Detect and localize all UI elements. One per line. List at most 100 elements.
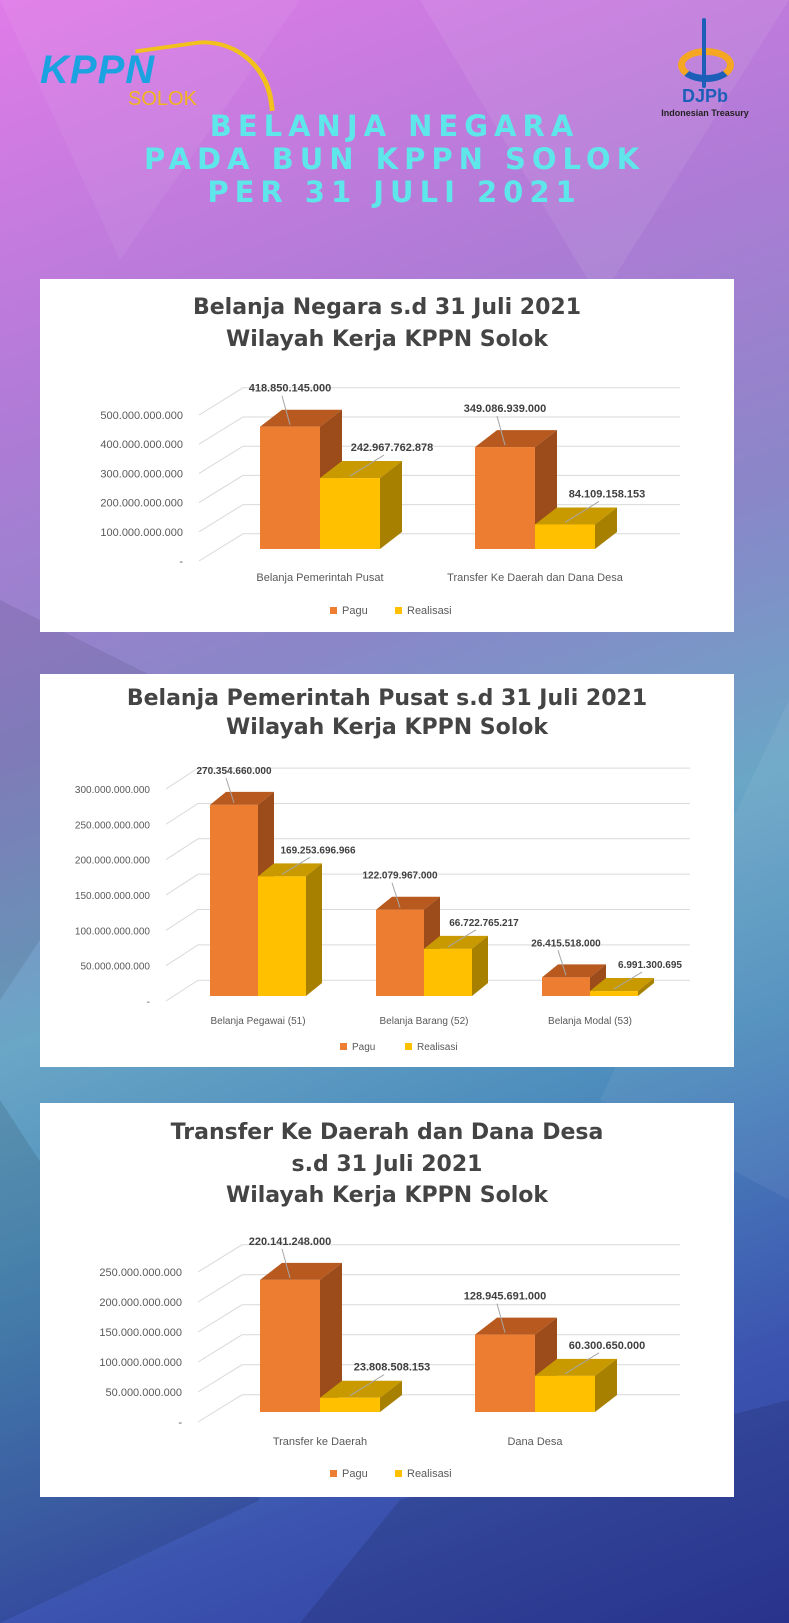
legend-swatch-realisasi <box>405 1043 412 1050</box>
y-tick-label: 100.000.000.000 <box>100 527 183 539</box>
bar-top-pagu <box>542 964 606 978</box>
leader-line <box>281 856 311 875</box>
legend-label-pagu: Pagu <box>352 1042 375 1053</box>
bar-realisasi <box>590 991 638 996</box>
gridline <box>165 944 690 967</box>
djpb-logo-text: DJPb <box>681 86 728 106</box>
chart-belanja-pusat: - 50.000.000.000 100.000.000.000 150.000.00… <box>75 766 690 1053</box>
y-tick-label: 200.000.000.000 <box>75 856 151 867</box>
bar-side-realisasi <box>472 935 488 996</box>
y-tick-label: 50.000.000.000 <box>80 962 150 973</box>
bar-top-pagu <box>376 896 440 910</box>
bar-side-realisasi <box>380 1380 402 1412</box>
leader-line <box>281 1248 291 1279</box>
leader-line <box>225 777 235 804</box>
data-label: 242.967.762.878 <box>351 442 434 454</box>
y-tick-label: 100.000.000.000 <box>99 1357 182 1369</box>
kppn-logo-text: KPPN <box>40 48 156 92</box>
gridline <box>165 909 690 931</box>
bar-pagu <box>542 977 590 996</box>
y-tick-label: 150.000.000.000 <box>99 1327 182 1339</box>
bar-top-pagu <box>475 430 557 448</box>
bar-pagu <box>260 1279 320 1412</box>
category-label: Belanja Pemerintah Pusat <box>256 572 383 584</box>
chart-transfer-daerah: - 50.000.000.000 100.000.000.000 150.000.00… <box>99 1236 680 1480</box>
bar-realisasi <box>535 1375 595 1412</box>
chart-title: Belanja Negara s.d 31 Juli 2021 <box>192 295 582 320</box>
data-label: 169.253.696.966 <box>280 845 356 856</box>
data-label: 60.300.650.000 <box>569 1340 645 1352</box>
bar-realisasi <box>320 1397 380 1412</box>
leader-line <box>281 395 291 425</box>
y-tick-label: 200.000.000.000 <box>99 1297 182 1309</box>
y-tick-label: - <box>147 997 150 1008</box>
leader-line <box>564 501 600 523</box>
title-line: PER 31 JULI 2021 <box>207 175 582 209</box>
bar-side-realisasi <box>380 461 402 549</box>
data-label: 84.109.158.153 <box>569 488 645 500</box>
category-label: Belanja Modal (53) <box>548 1016 632 1027</box>
category-label: Belanja Barang (52) <box>380 1016 469 1027</box>
title-line: BELANJA NEGARA <box>209 109 580 143</box>
legend-swatch-pagu <box>330 607 337 614</box>
bar-pagu <box>475 447 535 549</box>
chart-subtitle: s.d 31 Juli 2021 <box>291 1152 483 1177</box>
bar-realisasi <box>258 876 306 996</box>
kppn-solok-logo: KPPN SOLOK <box>40 31 275 129</box>
y-tick-label: 50.000.000.000 <box>106 1387 182 1399</box>
bar-pagu <box>210 804 258 996</box>
data-label: 23.808.508.153 <box>354 1362 430 1374</box>
category-label: Transfer ke Daerah <box>273 1436 367 1448</box>
bar-top-pagu <box>475 1317 557 1335</box>
data-label: 66.722.765.217 <box>449 918 519 929</box>
y-tick-label: 100.000.000.000 <box>75 926 151 937</box>
bar-pagu <box>376 909 424 996</box>
leader-line <box>447 929 477 948</box>
y-tick-label: 250.000.000.000 <box>75 820 151 831</box>
leader-line <box>557 950 567 976</box>
data-label: 128.945.691.000 <box>464 1291 547 1303</box>
category-label: Dana Desa <box>507 1436 563 1448</box>
gridline <box>197 1304 680 1333</box>
data-label: 220.141.248.000 <box>249 1236 332 1248</box>
leader-line <box>613 971 643 990</box>
page-title: BELANJA NEGARA PADA BUN KPPN SOLOK PER 3… <box>0 110 789 209</box>
bar-side-realisasi <box>306 863 322 996</box>
data-label: 349.086.939.000 <box>464 403 547 415</box>
gridline <box>165 767 690 790</box>
gridline <box>165 873 690 896</box>
chart-subtitle: Wilayah Kerja KPPN Solok <box>225 1183 549 1208</box>
y-tick-label: 250.000.000.000 <box>99 1267 182 1279</box>
legend-label-pagu: Pagu <box>342 605 368 617</box>
data-label: 418.850.145.000 <box>249 383 332 395</box>
data-label: 26.415.518.000 <box>531 938 601 949</box>
y-tick-label: 300.000.000.000 <box>75 785 151 796</box>
title-line: PADA BUN KPPN SOLOK <box>143 142 646 176</box>
y-tick-label: - <box>179 556 183 568</box>
chart-subtitle: Wilayah Kerja KPPN Solok <box>225 715 549 740</box>
gridline <box>197 1244 680 1273</box>
chart-card-belanja-negara: Belanja Negara s.d 31 Juli 2021 Wilayah … <box>40 279 734 632</box>
leader-line <box>349 454 385 477</box>
y-tick-label: 150.000.000.000 <box>75 891 151 902</box>
bar-realisasi <box>424 948 472 996</box>
legend-swatch-pagu <box>330 1470 337 1477</box>
legend-swatch-realisasi <box>395 607 402 614</box>
gridline <box>165 979 690 1002</box>
bar-top-pagu <box>260 409 342 427</box>
bar-pagu <box>475 1334 535 1412</box>
chart-card-belanja-pusat: Belanja Pemerintah Pusat s.d 31 Juli 202… <box>40 674 734 1067</box>
y-tick-label: - <box>178 1417 182 1429</box>
legend-label-realisasi: Realisasi <box>407 605 452 617</box>
gridline <box>198 416 680 445</box>
bar-realisasi <box>320 478 380 549</box>
bar-top-pagu <box>210 791 274 805</box>
legend-label-pagu: Pagu <box>342 1468 368 1480</box>
chart-belanja-negara: - 100.000.000.000 200.000.000.000 300.000.0… <box>100 383 680 617</box>
djpb-logo: DJPb Indonesian Treasury <box>660 18 770 128</box>
chart-subtitle: Wilayah Kerja KPPN Solok <box>225 327 549 352</box>
y-tick-label: 500.000.000.000 <box>100 410 183 422</box>
chart-title: Transfer Ke Daerah dan Dana Desa <box>170 1120 604 1145</box>
djpb-logo-sub: Indonesian Treasury <box>661 108 749 118</box>
bar-realisasi <box>535 524 595 549</box>
